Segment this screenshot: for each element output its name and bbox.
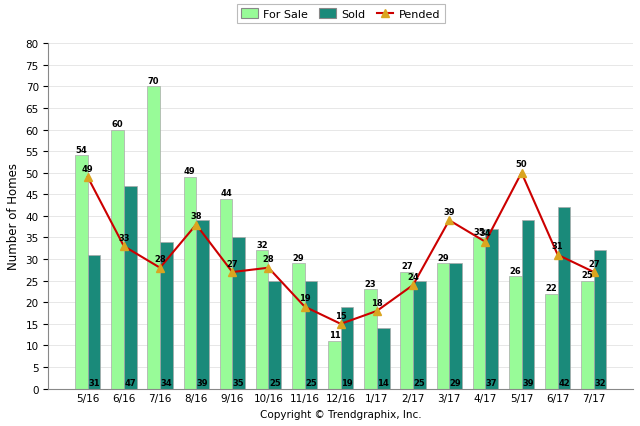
Bar	[220, 199, 232, 389]
Bar	[401, 272, 413, 389]
Text: 54: 54	[76, 145, 87, 154]
Bar	[111, 130, 124, 389]
Text: 18: 18	[371, 298, 383, 307]
Bar	[436, 264, 449, 389]
Text: 34: 34	[161, 378, 172, 387]
Text: 39: 39	[444, 207, 455, 216]
Bar	[377, 328, 390, 389]
Text: 25: 25	[413, 378, 425, 387]
Text: 27: 27	[401, 262, 413, 271]
Text: 32: 32	[257, 240, 268, 249]
Text: 14: 14	[378, 378, 389, 387]
Text: 60: 60	[112, 120, 124, 129]
Text: 47: 47	[124, 378, 136, 387]
Text: 19: 19	[299, 294, 310, 302]
Bar	[184, 178, 196, 389]
Text: 42: 42	[558, 378, 570, 387]
Text: 31: 31	[552, 242, 563, 251]
Bar	[545, 294, 557, 389]
Text: 19: 19	[341, 378, 353, 387]
Text: 28: 28	[262, 255, 275, 264]
Y-axis label: Number of Homes: Number of Homes	[7, 163, 20, 270]
Text: 29: 29	[450, 378, 461, 387]
Text: 25: 25	[582, 271, 593, 279]
Bar	[256, 251, 268, 389]
Bar	[485, 229, 498, 389]
Bar	[522, 221, 534, 389]
Bar	[581, 281, 594, 389]
Text: 27: 27	[227, 259, 238, 268]
Bar	[196, 221, 209, 389]
Bar	[232, 238, 245, 389]
Bar	[292, 264, 305, 389]
Text: 11: 11	[328, 331, 340, 340]
Bar	[75, 156, 88, 389]
Text: 70: 70	[148, 76, 159, 85]
Text: 26: 26	[509, 266, 521, 275]
Bar	[328, 341, 340, 389]
Text: 23: 23	[365, 279, 376, 288]
Bar	[594, 251, 607, 389]
Bar	[449, 264, 462, 389]
Text: 35: 35	[473, 227, 485, 236]
X-axis label: Copyright © Trendgraphix, Inc.: Copyright © Trendgraphix, Inc.	[260, 409, 422, 419]
Text: 39: 39	[196, 378, 208, 387]
Text: 35: 35	[233, 378, 244, 387]
Text: 50: 50	[516, 160, 527, 169]
Bar	[268, 281, 281, 389]
Text: 38: 38	[191, 212, 202, 221]
Bar	[509, 277, 522, 389]
Text: 33: 33	[118, 233, 129, 242]
Text: 44: 44	[220, 188, 232, 197]
Bar	[147, 87, 160, 389]
Bar	[340, 307, 353, 389]
Bar	[305, 281, 317, 389]
Text: 29: 29	[292, 253, 304, 262]
Text: 32: 32	[595, 378, 606, 387]
Text: 29: 29	[437, 253, 449, 262]
Text: 49: 49	[184, 167, 196, 176]
Text: 25: 25	[269, 378, 281, 387]
Bar	[364, 290, 377, 389]
Text: 25: 25	[305, 378, 317, 387]
Bar	[160, 242, 173, 389]
Text: 49: 49	[82, 164, 93, 173]
Text: 15: 15	[335, 311, 347, 320]
Text: 27: 27	[588, 259, 600, 268]
Bar	[557, 208, 570, 389]
Bar	[124, 186, 136, 389]
Text: 28: 28	[154, 255, 166, 264]
Text: 34: 34	[479, 229, 491, 238]
Text: 37: 37	[486, 378, 497, 387]
Text: 39: 39	[522, 378, 534, 387]
Text: 22: 22	[545, 283, 557, 292]
Legend: For Sale, Sold, Pended: For Sale, Sold, Pended	[237, 5, 445, 24]
Text: 31: 31	[88, 378, 100, 387]
Bar	[473, 238, 485, 389]
Bar	[88, 255, 100, 389]
Text: 24: 24	[407, 272, 419, 281]
Bar	[413, 281, 426, 389]
